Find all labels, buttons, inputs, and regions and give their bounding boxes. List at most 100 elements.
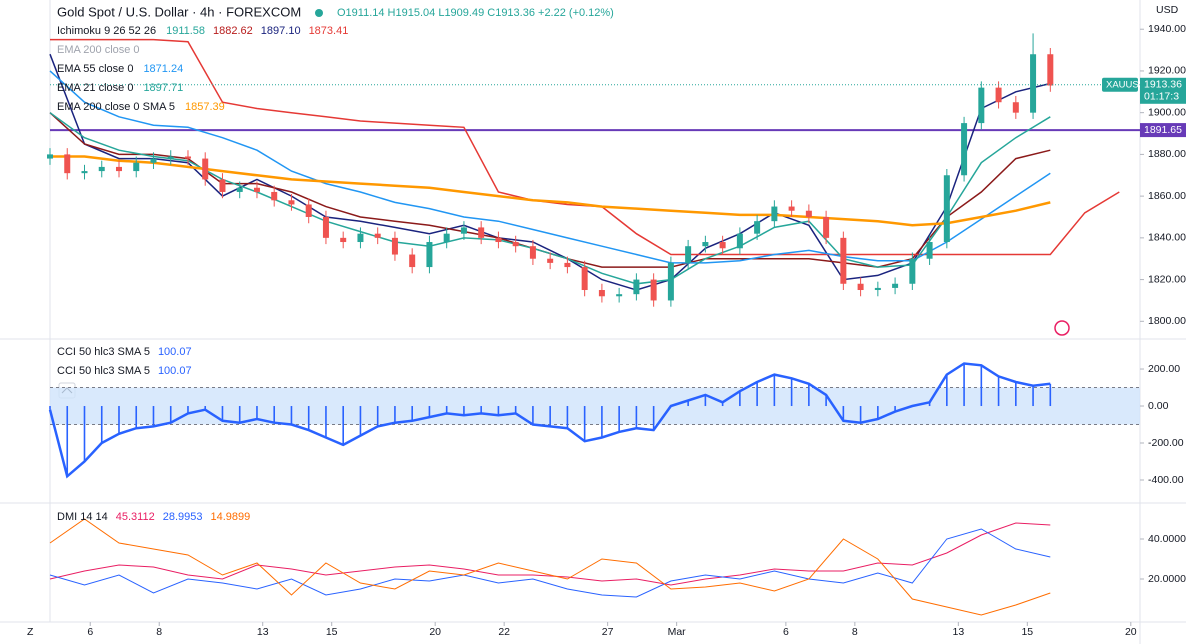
candle-body <box>98 166 105 172</box>
cci-histogram-bar <box>514 406 517 414</box>
candle-body <box>1012 102 1019 113</box>
legend-value: 100.07 <box>158 365 192 377</box>
cci-histogram-bar <box>204 406 207 410</box>
candle-body <box>115 166 122 172</box>
legend-name: DMI 14 14 <box>57 511 108 523</box>
cci-histogram-bar <box>238 406 241 423</box>
legend-value: 1882.62 <box>213 25 253 37</box>
cci-histogram-bar <box>946 374 948 407</box>
candle-body <box>771 206 778 222</box>
candle-body <box>150 158 157 163</box>
cci-histogram-bar <box>687 400 689 407</box>
cci-histogram-bar <box>135 406 138 429</box>
candle-body <box>961 123 968 176</box>
candle-body <box>495 237 502 243</box>
candle-body <box>667 262 674 301</box>
cci-histogram-bar <box>842 406 845 421</box>
ohlc-text: O1911.14 H1915.04 L1909.49 C1913.36 +2.2… <box>337 7 614 19</box>
x-tick-label: 8 <box>156 626 162 638</box>
legend-name: EMA 55 close 0 <box>57 63 133 75</box>
cci-histogram-bar <box>549 406 551 427</box>
x-tick-label: 22 <box>498 626 510 638</box>
cci-histogram-bar <box>463 406 465 416</box>
legend-name: CCI 50 hlc3 SMA 5 <box>57 365 150 377</box>
y-tick-label: 200.00 <box>1148 363 1180 375</box>
x-tick-label: 6 <box>87 626 93 638</box>
cci-histogram-bar <box>83 406 86 462</box>
indicator-line <box>48 362 1051 479</box>
cci-histogram-bar <box>100 406 103 444</box>
candle-body <box>409 254 416 268</box>
x-tick-label: 20 <box>429 626 441 638</box>
y-tick-label: 1860.00 <box>1148 190 1186 202</box>
candle-body <box>840 237 847 284</box>
cci-histogram-bar <box>325 406 327 438</box>
candle-body <box>754 221 761 234</box>
cci-histogram-bar <box>756 381 758 407</box>
symbol-box <box>1102 77 1138 92</box>
candle-body <box>391 237 398 255</box>
chart-title: Gold Spot / U.S. Dollar · 4h · FOREXCOM <box>57 4 301 19</box>
candle-body <box>340 237 347 243</box>
x-tick-label: 15 <box>326 626 338 638</box>
cci-histogram-bar <box>877 406 879 419</box>
y-tick-label: 1940.00 <box>1148 23 1186 35</box>
cci-histogram-bar <box>187 406 189 414</box>
legend-value: 1871.24 <box>143 63 183 75</box>
x-tick-label: 20 <box>1125 626 1137 638</box>
cci-histogram-bar <box>618 406 620 432</box>
cci-histogram-bar <box>307 406 310 431</box>
cci-histogram-bar <box>221 406 224 421</box>
candle-body <box>64 154 71 174</box>
candle-body <box>978 87 985 124</box>
cci-histogram-bar <box>1049 383 1052 407</box>
y-tick-label: -200.00 <box>1148 437 1184 449</box>
candle-body <box>133 162 140 172</box>
candle-body <box>1047 54 1054 86</box>
x-tick-label: 6 <box>783 626 789 638</box>
candle-body <box>892 283 899 288</box>
candle-body <box>685 246 692 263</box>
candle-body <box>823 216 830 238</box>
legend-value: 1911.58 <box>166 25 205 37</box>
cci-histogram-bar <box>601 406 603 438</box>
y-tick-label: 1800.00 <box>1148 315 1186 327</box>
cci-histogram-bar <box>773 374 776 407</box>
candle-body <box>788 206 795 211</box>
legend-name: EMA 200 close 0 <box>57 44 140 56</box>
legend-value: 1857.39 <box>185 101 225 113</box>
candle-body <box>81 171 88 174</box>
indicator-line <box>49 518 1051 616</box>
candle-body <box>219 179 226 192</box>
cci-histogram-bar <box>342 406 344 445</box>
legend-value: 45.3112 <box>116 511 155 523</box>
candle-body <box>857 283 864 291</box>
candle-body <box>564 262 571 268</box>
cci-histogram-bar <box>790 378 793 407</box>
y-tick-label: 1820.00 <box>1148 273 1186 285</box>
cci-histogram-bar <box>825 394 827 407</box>
cci-histogram-bar <box>652 406 655 431</box>
candle-body <box>529 246 536 259</box>
candle-body <box>253 187 260 192</box>
cci-histogram-bar <box>583 406 586 442</box>
legend-value: 14.9899 <box>210 511 250 523</box>
cci-histogram-bar <box>118 406 120 434</box>
candle-body <box>702 242 709 247</box>
candle-body <box>374 233 381 238</box>
x-tick-label: Mar <box>668 626 687 638</box>
cci-histogram-bar <box>859 406 862 423</box>
indicator-line <box>49 53 1051 291</box>
cci-histogram-bar <box>480 406 482 414</box>
currency-label: USD <box>1156 4 1179 16</box>
x-tick-label: 15 <box>1021 626 1033 638</box>
candle-body <box>184 156 191 159</box>
cci-histogram-bar <box>721 402 724 407</box>
countdown-label: 01:17:3 <box>1144 91 1179 103</box>
zoom-button[interactable]: Z <box>27 626 34 638</box>
candle-body <box>426 242 433 268</box>
candle-body <box>719 242 726 249</box>
alert-icon[interactable] <box>1054 320 1070 336</box>
symbol-label: XAUUSD <box>1106 79 1146 90</box>
